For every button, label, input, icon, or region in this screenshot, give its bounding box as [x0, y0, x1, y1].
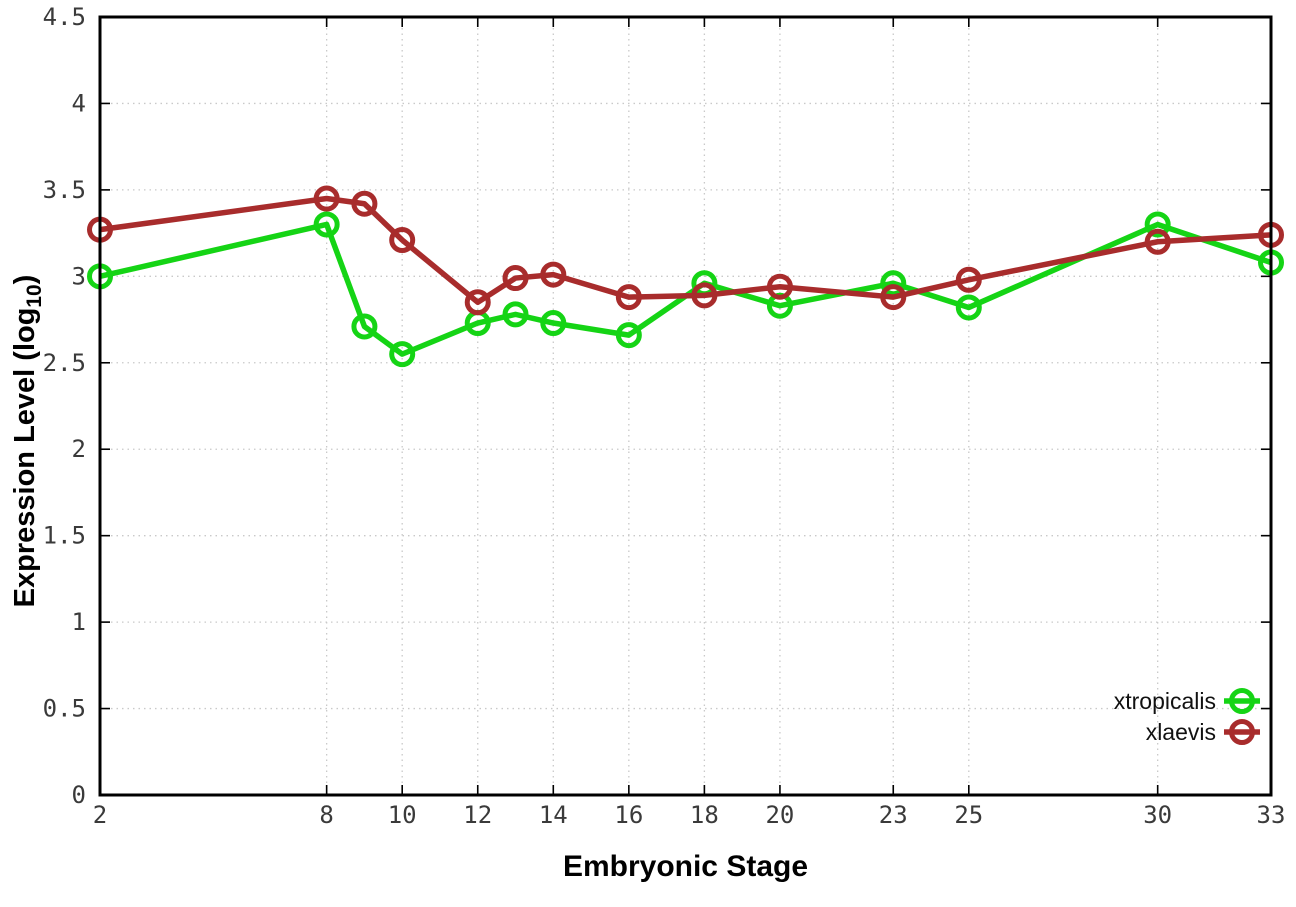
x-tick-label: 25 [954, 801, 983, 829]
data-point-xlaevis-stage-30 [1144, 228, 1171, 255]
data-point-xlaevis-stage-10 [389, 227, 416, 254]
legend-label-xtropicalis: xtropicalis [1114, 688, 1216, 714]
x-tick-label: 12 [463, 801, 492, 829]
series-xlaevis [87, 185, 1284, 316]
data-point-xtropicalis-stage-30 [1144, 211, 1171, 238]
y-tick-label: 3.5 [43, 176, 86, 204]
x-tick-labels: 2 8 10 12 14 16 18 20 23 25 30 33 [93, 801, 1286, 829]
data-point-xtropicalis-stage-25 [955, 294, 982, 321]
data-point-xlaevis-stage-12 [464, 289, 491, 316]
x-axis-label: Embryonic Stage [563, 850, 808, 883]
y-tick-label: 2.5 [43, 349, 86, 377]
x-tick-label: 33 [1257, 801, 1286, 829]
y-tick-label: 4.5 [43, 3, 86, 31]
data-point-xlaevis-stage-18 [691, 282, 718, 309]
data-point-xtropicalis-stage-8 [313, 211, 340, 238]
x-tick-label: 16 [614, 801, 643, 829]
legend-entry-xtropicalis: xtropicalis [1114, 688, 1260, 714]
x-tick-label: 8 [319, 801, 333, 829]
legend: xtropicalis xlaevis [1114, 688, 1260, 745]
y-tick-label: 1.5 [43, 522, 86, 550]
x-tick-label: 14 [539, 801, 568, 829]
x-tick-label: 18 [690, 801, 719, 829]
axis-ticks [99, 16, 1272, 796]
y-tick-label: 4 [72, 89, 86, 117]
legend-label-xlaevis: xlaevis [1146, 719, 1216, 745]
y-axis-label: Expression Level (log10) [9, 275, 46, 608]
series-xtropicalis [87, 211, 1284, 368]
y-tick-label: 0 [72, 781, 86, 809]
y-tick-labels: 0 0.5 1 1.5 2 2.5 3 3.5 4 4.5 [43, 3, 86, 809]
data-point-xlaevis-stage-20 [766, 273, 793, 300]
gridlines [99, 16, 1272, 796]
data-point-xtropicalis-stage-16 [615, 322, 642, 349]
data-point-xtropicalis-stage-23 [880, 270, 907, 297]
data-point-xlaevis-stage-8 [313, 185, 340, 212]
y-tick-label: 1 [72, 608, 86, 636]
y-tick-label: 0.5 [43, 695, 86, 723]
data-point-xtropicalis-stage-14 [540, 310, 567, 337]
x-tick-label: 20 [765, 801, 794, 829]
data-point-xtropicalis-stage-9 [351, 313, 378, 340]
x-tick-label: 30 [1143, 801, 1172, 829]
data-point-xlaevis-stage-25 [955, 266, 982, 293]
y-tick-label: 2 [72, 435, 86, 463]
data-point-xlaevis-stage-14 [540, 261, 567, 288]
plot-border [98, 15, 1273, 797]
data-point-xtropicalis-stage-13 [502, 301, 529, 328]
legend-entry-xlaevis: xlaevis [1146, 719, 1260, 745]
data-point-xlaevis-stage-9 [351, 190, 378, 217]
y-tick-label: 3 [72, 262, 86, 290]
data-point-xlaevis-stage-23 [880, 284, 907, 311]
data-point-xlaevis-stage-16 [615, 284, 642, 311]
x-tick-label: 2 [93, 801, 107, 829]
x-tick-label: 10 [388, 801, 417, 829]
legend-marker-xlaevis [1229, 719, 1255, 745]
legend-marker-xtropicalis [1229, 688, 1255, 714]
data-point-xlaevis-stage-13 [502, 265, 529, 292]
data-point-xtropicalis-stage-10 [389, 341, 416, 368]
series-line-xtropicalis [99, 221, 1272, 357]
x-tick-label: 23 [879, 801, 908, 829]
